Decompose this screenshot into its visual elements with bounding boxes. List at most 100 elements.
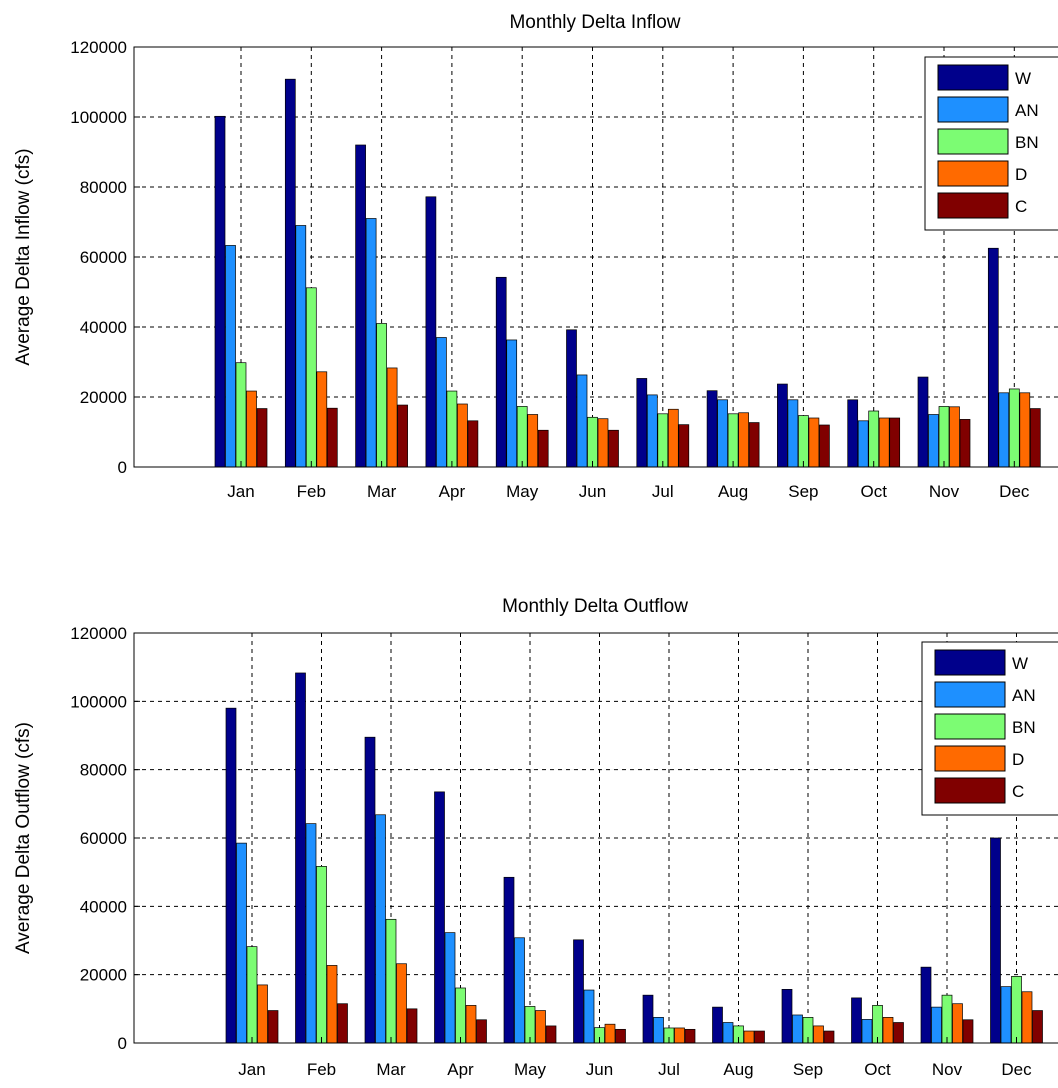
inflow-bar-d-jan	[246, 390, 257, 468]
inflow-y-ticks: 0 20000 40000 60000 80000 100000 120000	[70, 38, 140, 477]
outflow-x-tick-label: Jun	[586, 1060, 613, 1079]
outflow-bar-d-aug	[743, 1030, 755, 1044]
inflow-bar-an-dec	[998, 392, 1010, 468]
inflow-y-tick-label: 100000	[70, 108, 127, 127]
inflow-x-tick-label: Sep	[788, 482, 818, 501]
inflow-bar-w-feb	[284, 78, 296, 468]
outflow-bar-d-nov	[952, 1003, 963, 1044]
outflow-legend-swatch-w	[934, 649, 1006, 676]
inflow-bar-d-nov	[949, 406, 960, 468]
inflow-bar-w-nov	[917, 376, 929, 468]
inflow-bar-w-apr	[425, 196, 437, 468]
inflow-bar-d-jul	[667, 408, 679, 468]
inflow-bar-c-aug	[748, 422, 760, 468]
outflow-bar-d-jan	[257, 984, 268, 1044]
inflow-bar-d-jun	[597, 418, 609, 468]
inflow-y-tick-label: 60000	[80, 248, 127, 267]
inflow-legend: W AN BN DC	[924, 56, 1058, 231]
inflow-bar-an-aug	[717, 399, 728, 468]
outflow-bar-c-mar	[406, 1008, 418, 1044]
outflow-x-tick-label: Aug	[723, 1060, 753, 1079]
inflow-x-tick-label: Mar	[367, 482, 397, 501]
outflow-bar-bn-mar	[385, 918, 397, 1044]
outflow-bar-w-feb	[295, 672, 306, 1044]
outflow-bar-an-may	[514, 937, 525, 1044]
inflow-bar-d-apr	[457, 403, 468, 468]
inflow-bar-bn-may	[516, 406, 528, 468]
inflow-bar-bn-jan	[235, 362, 247, 468]
inflow-x-tick-label: Feb	[297, 482, 326, 501]
inflow-legend-swatch-w	[937, 64, 1009, 91]
inflow-bar-c-jan	[256, 408, 268, 468]
inflow-x-tick-label: Oct	[860, 482, 887, 501]
inflow-bar-bn-aug	[727, 413, 739, 468]
inflow-bar-d-oct	[878, 417, 890, 468]
outflow-legend-label-w: W	[1012, 654, 1028, 673]
outflow-x-tick-label: Apr	[447, 1060, 474, 1079]
outflow-bar-c-aug	[754, 1030, 765, 1044]
outflow-x-tick-label: Oct	[864, 1060, 891, 1079]
inflow-legend-label-an: AN	[1015, 101, 1039, 120]
outflow-legend-swatch-c	[934, 777, 1006, 804]
inflow-x-tick-label: Aug	[718, 482, 748, 501]
inflow-bar-c-oct	[889, 417, 901, 468]
outflow-bar-an-mar	[375, 814, 386, 1044]
inflow-legend-label-c: C	[1015, 197, 1027, 216]
outflow-bar-c-apr	[476, 1019, 487, 1044]
outflow-bar-bn-nov	[941, 994, 953, 1044]
outflow-bar-d-apr	[465, 1005, 477, 1044]
inflow-bar-bn-jul	[657, 413, 669, 468]
outflow-bar-w-jul	[642, 994, 654, 1044]
outflow-bar-c-jan	[267, 1010, 279, 1044]
inflow-bar-an-mar	[365, 218, 377, 468]
inflow-title: Monthly Delta Inflow	[509, 12, 680, 33]
inflow-x-tick-label: Nov	[929, 482, 960, 501]
inflow-bar-c-jun	[608, 429, 619, 468]
outflow-bar-d-sep	[813, 1025, 824, 1044]
inflow-bar-w-jun	[566, 329, 577, 468]
outflow-x-tick-label: Mar	[376, 1060, 406, 1079]
outflow-legend-swatch-an	[934, 681, 1006, 708]
inflow-bar-bn-oct	[868, 410, 880, 468]
outflow-y-tick-label: 60000	[80, 829, 127, 848]
inflow-bar-bn-nov	[938, 406, 950, 468]
inflow-x-tick-label: Jun	[579, 482, 606, 501]
outflow-bar-d-feb	[326, 965, 338, 1044]
inflow-bar-an-jun	[576, 374, 588, 468]
inflow-legend-label-d: D	[1015, 165, 1027, 184]
outflow-bar-w-sep	[781, 989, 793, 1044]
inflow-bar-w-mar	[355, 144, 366, 468]
outflow-legend-swatch-bn	[934, 713, 1006, 740]
inflow-bar-c-may	[537, 429, 549, 468]
inflow-bar-bn-apr	[446, 390, 458, 468]
outflow-bar-an-nov	[931, 1006, 942, 1044]
outflow-bar-c-jun	[615, 1028, 626, 1044]
outflow-legend-label-bn: BN	[1012, 718, 1036, 737]
outflow-bar-d-dec	[1021, 991, 1033, 1044]
outflow-y-axis-label: Average Delta Outflow (cfs)	[13, 722, 34, 954]
outflow-bar-w-jun	[573, 939, 584, 1044]
inflow-bar-an-oct	[857, 420, 869, 468]
outflow-bar-w-dec	[990, 837, 1001, 1044]
outflow-bar-c-dec	[1032, 1010, 1043, 1044]
inflow-legend-swatch-c	[937, 192, 1009, 219]
outflow-x-tick-label: Feb	[307, 1060, 336, 1079]
outflow-legend-label-an: AN	[1012, 686, 1036, 705]
outflow-bar-d-jun	[604, 1023, 616, 1044]
outflow-bar-an-apr	[444, 932, 456, 1044]
outflow-bar-w-nov	[920, 966, 932, 1044]
outflow-bar-c-may	[545, 1025, 557, 1044]
outflow-x-tick-label: Sep	[793, 1060, 823, 1079]
outflow-bar-bn-jan	[246, 946, 258, 1044]
inflow-bar-an-feb	[295, 225, 307, 468]
outflow-chart: 0 20000 40000 60000 80000 100000 120000 Jan Feb…	[13, 596, 1058, 1079]
inflow-bar-an-nov	[928, 414, 939, 468]
outflow-bar-c-nov	[962, 1019, 974, 1044]
inflow-legend-label-w: W	[1015, 69, 1031, 88]
outflow-bar-an-jul	[653, 1017, 664, 1044]
inflow-bar-bn-mar	[376, 323, 387, 468]
outflow-bar-an-jun	[583, 989, 595, 1044]
outflow-y-tick-label: 20000	[80, 966, 127, 985]
outflow-bar-an-sep	[792, 1014, 803, 1044]
